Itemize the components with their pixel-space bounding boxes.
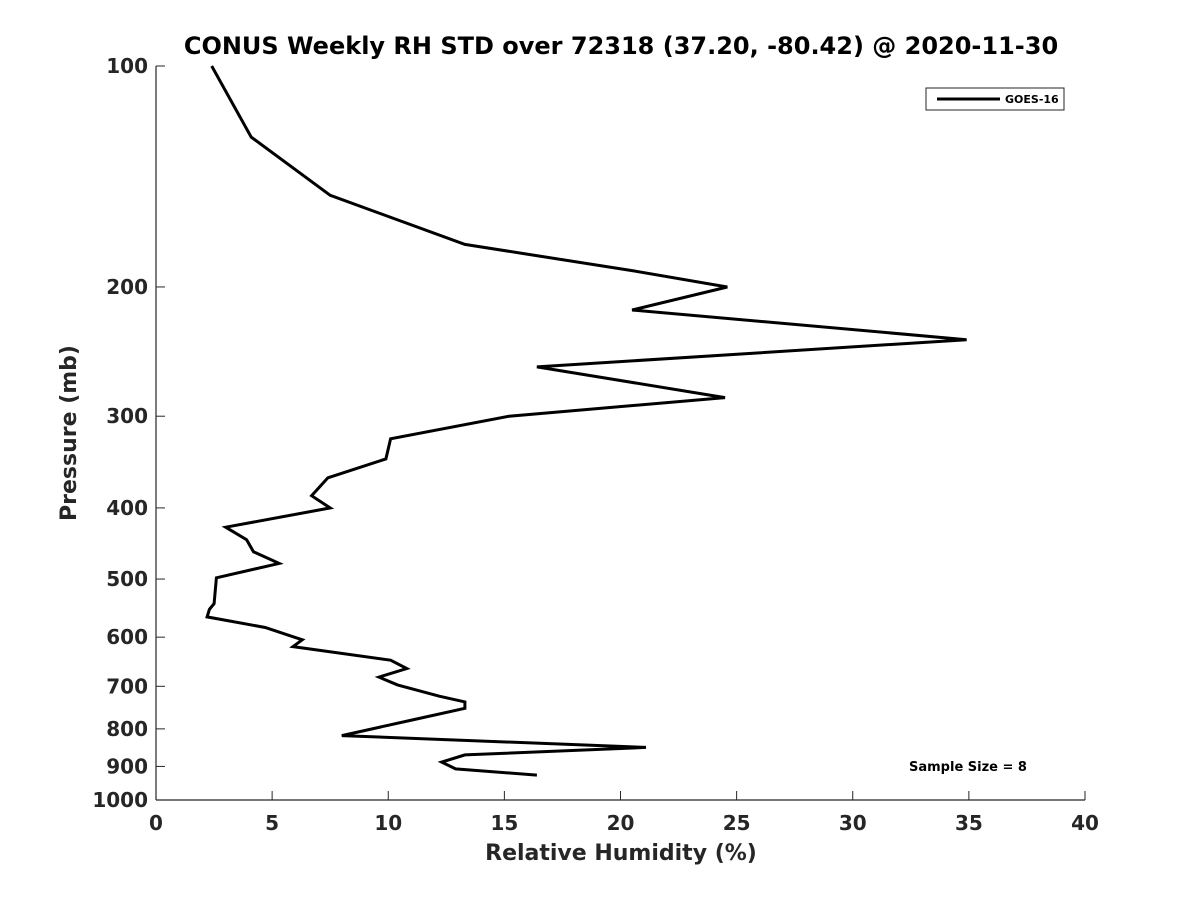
y-tick-label: 800 [106,717,148,741]
y-tick-label: 1000 [92,788,148,812]
y-tick-label: 400 [106,496,148,520]
x-tick-label: 40 [1071,811,1099,835]
x-tick-label: 20 [607,811,635,835]
x-tick-label: 0 [149,811,163,835]
y-tick-label: 300 [106,404,148,428]
x-tick-label: 5 [265,811,279,835]
x-axis-label: Relative Humidity (%) [485,841,757,866]
y-tick-label: 100 [106,54,148,78]
y-tick-label: 900 [106,754,148,778]
x-tick-label: 35 [955,811,983,835]
series-layer [205,65,967,777]
y-tick-label: 700 [106,674,148,698]
legend: GOES-16 [925,87,1065,111]
x-axis-ticks: 0 5 10 15 20 25 30 35 40 [149,791,1099,835]
legend-entry-goes-16: GOES-16 [1005,93,1059,106]
series-line-goes-16 [205,65,967,777]
x-tick-label: 10 [374,811,402,835]
y-tick-label: 200 [106,275,148,299]
x-tick-label: 30 [839,811,867,835]
y-tick-label: 500 [106,567,148,591]
chart-title: CONUS Weekly RH STD over 72318 (37.20, -… [184,32,1058,60]
y-tick-label: 600 [106,625,148,649]
x-tick-label: 15 [490,811,518,835]
x-tick-label: 25 [723,811,751,835]
y-axis-ticks: 100 200 300 400 500 600 700 800 900 1000 [92,54,165,812]
y-axis-label: Pressure (mb) [57,345,82,521]
sample-size-annotation: Sample Size = 8 [909,760,1027,775]
